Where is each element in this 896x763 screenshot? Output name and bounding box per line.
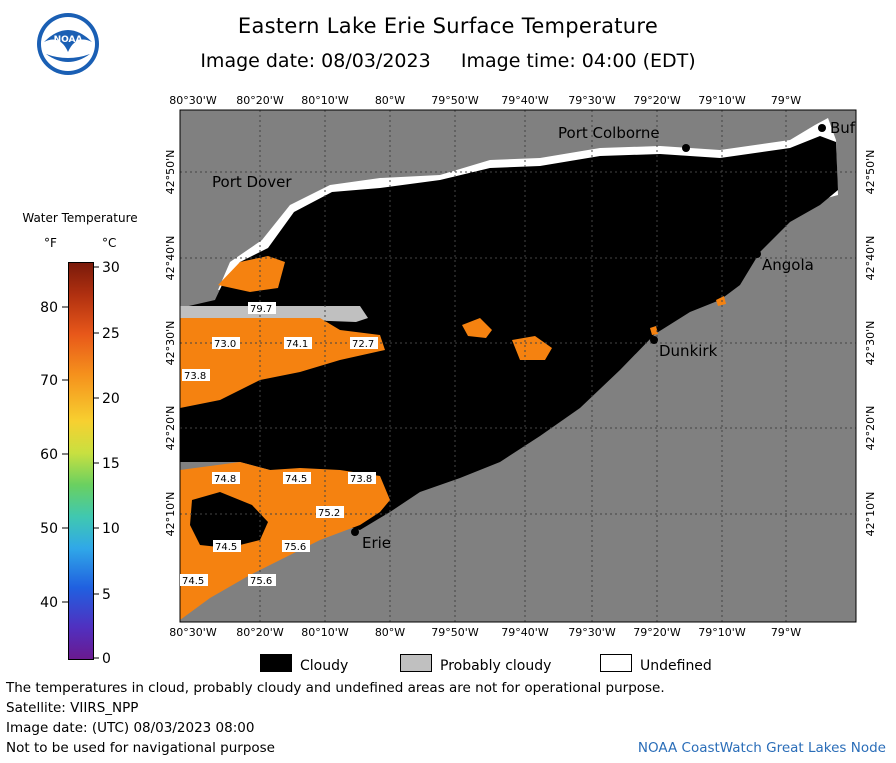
- colorbar-unit-f: °F: [44, 236, 57, 250]
- buffalo-marker: [818, 124, 826, 132]
- svg-text:42°40'N: 42°40'N: [164, 236, 177, 281]
- footer-nav-warning: Not to be used for navigational purpose: [6, 740, 275, 756]
- lat-ticks-left: 42°50'N 42°40'N 42°30'N 42°20'N 42°10'N: [164, 150, 177, 537]
- legend-label-cloudy: Cloudy: [300, 658, 349, 674]
- temp-label: 74.1: [286, 339, 308, 350]
- svg-text:80°W: 80°W: [375, 626, 405, 639]
- svg-text:79°W: 79°W: [771, 626, 801, 639]
- place-port-colborne: Port Colborne: [558, 124, 660, 142]
- f-tick: 40: [40, 595, 58, 611]
- place-angola: Angola: [762, 256, 814, 274]
- image-date: Image date: 08/03/2023: [200, 50, 431, 72]
- colorbar-ticks: 80 70 60 50 40 30 25 20 15 10 5 0: [40, 260, 120, 667]
- cloud-area: [180, 136, 838, 530]
- lake-erie-map: Port Dover Port Colborne Buf Angola Dunk…: [164, 94, 877, 639]
- temp-label: 74.5: [182, 576, 204, 587]
- svg-text:79°20'W: 79°20'W: [633, 626, 681, 639]
- legend-label-probably-cloudy: Probably cloudy: [440, 658, 552, 674]
- footer-note: The temperatures in cloud, probably clou…: [6, 680, 665, 696]
- temp-label: 75.6: [284, 542, 306, 553]
- colorbar-title: Water Temperature: [22, 211, 138, 225]
- svg-text:80°30'W: 80°30'W: [169, 94, 217, 107]
- legend-swatch-probably-cloudy: [400, 654, 432, 672]
- colorbar: [68, 262, 94, 660]
- svg-text:42°20'N: 42°20'N: [164, 406, 177, 451]
- lon-ticks-bottom: 80°30'W 80°20'W 80°10'W 80°W 79°50'W 79°…: [169, 626, 801, 639]
- noaa-logo: NOAA: [36, 12, 100, 76]
- footer-satellite: Satellite: VIIRS_NPP: [6, 700, 139, 716]
- svg-text:79°10'W: 79°10'W: [698, 626, 746, 639]
- svg-text:79°50'W: 79°50'W: [431, 626, 479, 639]
- svg-text:79°W: 79°W: [771, 94, 801, 107]
- colorbar-unit-c: °C: [102, 236, 117, 250]
- temp-label: 79.7: [250, 304, 272, 315]
- c-tick: 20: [102, 391, 120, 407]
- c-tick: 10: [102, 521, 120, 537]
- f-tick: 50: [40, 521, 58, 537]
- svg-text:42°50'N: 42°50'N: [164, 150, 177, 195]
- footer-utc-date: Image date: (UTC) 08/03/2023 08:00: [6, 720, 255, 736]
- svg-text:42°50'N: 42°50'N: [864, 150, 877, 195]
- svg-text:80°20'W: 80°20'W: [236, 626, 284, 639]
- legend-label-undefined: Undefined: [640, 658, 712, 674]
- svg-text:80°10'W: 80°10'W: [301, 94, 349, 107]
- image-datetime: Image date: 08/03/2023 Image time: 04:00…: [0, 50, 896, 72]
- graticule: [180, 110, 856, 622]
- temp-label: 74.5: [285, 474, 307, 485]
- svg-text:42°30'N: 42°30'N: [864, 321, 877, 366]
- svg-text:42°20'N: 42°20'N: [864, 406, 877, 451]
- f-tick: 70: [40, 373, 58, 389]
- svg-text:80°10'W: 80°10'W: [301, 626, 349, 639]
- temp-label: 75.6: [250, 576, 272, 587]
- map-frame: [179, 109, 857, 623]
- c-tick: 0: [102, 651, 111, 667]
- svg-text:42°30'N: 42°30'N: [164, 321, 177, 366]
- c-tick: 15: [102, 456, 120, 472]
- dunkirk-marker: [650, 336, 658, 344]
- angola-marker: [753, 250, 761, 258]
- svg-text:79°20'W: 79°20'W: [633, 94, 681, 107]
- temp-label: 74.8: [214, 474, 236, 485]
- svg-text:42°10'N: 42°10'N: [864, 492, 877, 537]
- c-tick: 30: [102, 260, 120, 276]
- c-tick: 25: [102, 326, 120, 342]
- temp-label: 73.0: [214, 339, 236, 350]
- place-port-dover: Port Dover: [212, 173, 292, 191]
- place-buffalo: Buf: [830, 119, 856, 137]
- svg-text:80°30'W: 80°30'W: [169, 626, 217, 639]
- svg-text:79°30'W: 79°30'W: [568, 626, 616, 639]
- svg-text:79°10'W: 79°10'W: [698, 94, 746, 107]
- footer-credit: NOAA CoastWatch Great Lakes Node: [637, 740, 886, 756]
- svg-text:80°20'W: 80°20'W: [236, 94, 284, 107]
- f-tick: 80: [40, 300, 58, 316]
- svg-text:42°40'N: 42°40'N: [864, 236, 877, 281]
- temp-label: 72.7: [352, 339, 374, 350]
- place-erie: Erie: [362, 534, 391, 552]
- temperature-labels: 79.7 73.0 74.1 72.7 73.8 74.8 74.5 73.8 …: [180, 302, 378, 587]
- svg-text:42°10'N: 42°10'N: [164, 492, 177, 537]
- temp-label: 74.5: [215, 542, 237, 553]
- svg-text:79°40'W: 79°40'W: [501, 626, 549, 639]
- page-title: Eastern Lake Erie Surface Temperature: [237, 14, 659, 38]
- f-tick: 60: [40, 447, 58, 463]
- logo-text: NOAA: [54, 35, 83, 45]
- place-dunkirk: Dunkirk: [659, 342, 718, 360]
- port-colborne-marker: [682, 144, 690, 152]
- legend-swatch-undefined: [600, 654, 632, 672]
- erie-marker: [351, 528, 359, 536]
- lon-ticks-top: 80°30'W 80°20'W 80°10'W 80°W 79°50'W 79°…: [169, 94, 801, 107]
- svg-text:79°50'W: 79°50'W: [431, 94, 479, 107]
- svg-text:80°W: 80°W: [375, 94, 405, 107]
- svg-text:79°40'W: 79°40'W: [501, 94, 549, 107]
- lat-ticks-right: 42°50'N 42°40'N 42°30'N 42°20'N 42°10'N: [864, 150, 877, 537]
- temp-label: 75.2: [318, 508, 340, 519]
- temp-label: 73.8: [350, 474, 372, 485]
- legend-swatch-cloudy: [260, 654, 292, 672]
- svg-text:79°30'W: 79°30'W: [568, 94, 616, 107]
- temp-label: 73.8: [184, 371, 206, 382]
- image-time: Image time: 04:00 (EDT): [460, 50, 696, 72]
- c-tick: 5: [102, 587, 111, 603]
